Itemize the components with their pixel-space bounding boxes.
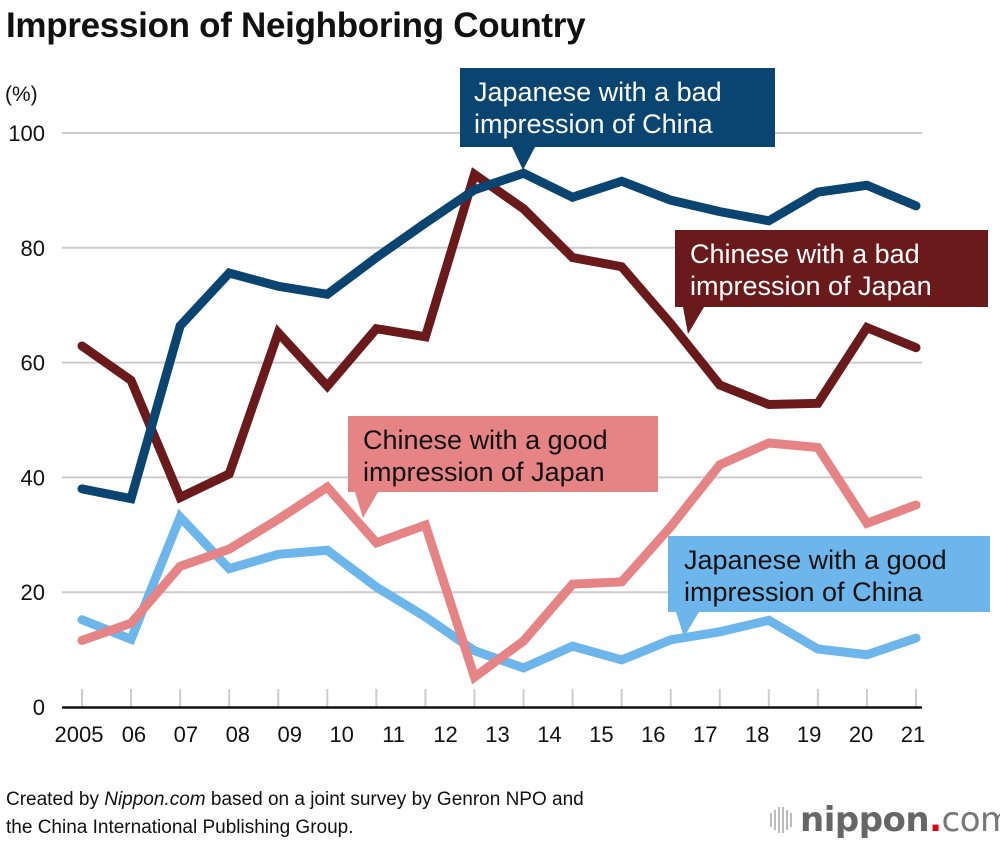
y-tick-label: 100 (8, 121, 45, 146)
series-lines (77, 167, 921, 685)
y-tick-label: 20 (21, 580, 45, 605)
source-line-2: the China International Publishing Group… (6, 817, 354, 838)
x-tick-label: 12 (433, 722, 457, 747)
series-line-0 (77, 168, 921, 504)
x-tick-label: 13 (485, 722, 509, 747)
logo-bars-icon (770, 807, 792, 833)
callout-line-1: Chinese with a bad (690, 239, 920, 269)
x-tick-label: 21 (901, 722, 925, 747)
y-axis-unit: (%) (5, 83, 38, 106)
y-tick-label: 80 (21, 236, 45, 261)
x-tick-label: 10 (329, 722, 353, 747)
callout-pointer (683, 307, 704, 334)
y-tick-label: 60 (21, 351, 45, 376)
logo-dot: . (929, 800, 942, 840)
callout-pointer (355, 492, 378, 518)
callout-line-2: impression of Japan (690, 271, 932, 301)
source-site: Nippon.com (104, 789, 206, 810)
x-tick-label: 18 (745, 722, 769, 747)
chart-title: Impression of Neighboring Country (6, 6, 586, 45)
logo-tld: com (941, 800, 1000, 840)
x-tick-label: 11 (382, 722, 405, 747)
nippon-logo: nippon.com (770, 800, 1000, 840)
series-line-1 (77, 167, 921, 504)
x-tick-label: 20 (849, 722, 873, 747)
x-tick-label: 19 (797, 722, 821, 747)
callout-line-2: impression of China (474, 109, 714, 139)
callout-line-1: Japanese with a bad (474, 77, 722, 107)
line-chart: 0 20 40 60 80 100 (%) 2005 06 07 08 09 10 11 12 13 14 1… (5, 68, 990, 747)
callout-box (460, 68, 775, 147)
x-tick-label: 16 (641, 722, 665, 747)
x-tick-label: 09 (278, 722, 302, 747)
callout-line-2: impression of Japan (363, 457, 605, 487)
y-tick-label: 40 (21, 465, 45, 490)
logo-name: nippon (800, 800, 930, 840)
callout-line-2: impression of China (684, 577, 924, 607)
callout-pointer (512, 147, 535, 170)
x-tick-label: 2005 (55, 722, 104, 747)
callout-box (348, 416, 658, 492)
callout-line-1: Chinese with a good (363, 425, 608, 455)
x-tick-label: 08 (226, 722, 250, 747)
y-tick-label: 0 (33, 695, 45, 720)
x-tick-label: 15 (589, 722, 613, 747)
callout-box (668, 536, 990, 612)
source-prefix: Created by (6, 789, 105, 810)
y-axis-ticks: 0 20 40 60 80 100 (8, 121, 45, 720)
source-suffix: based on a joint survey by Genron NPO an… (205, 789, 584, 810)
x-axis: 2005 06 07 08 09 10 11 12 13 14 15 16 17 18 19 20 21 (55, 689, 925, 747)
callout-box (675, 230, 988, 307)
source-note: Created by Nippon.com based on a joint s… (6, 786, 584, 842)
x-tick-label: 17 (693, 722, 717, 747)
x-tick-label: 06 (122, 722, 146, 747)
x-tick-label: 07 (174, 722, 198, 747)
series-line-2 (77, 438, 921, 685)
callout-line-1: Japanese with a good (684, 545, 947, 575)
callout-pointer (676, 612, 699, 637)
x-tick-label: 14 (537, 722, 561, 747)
